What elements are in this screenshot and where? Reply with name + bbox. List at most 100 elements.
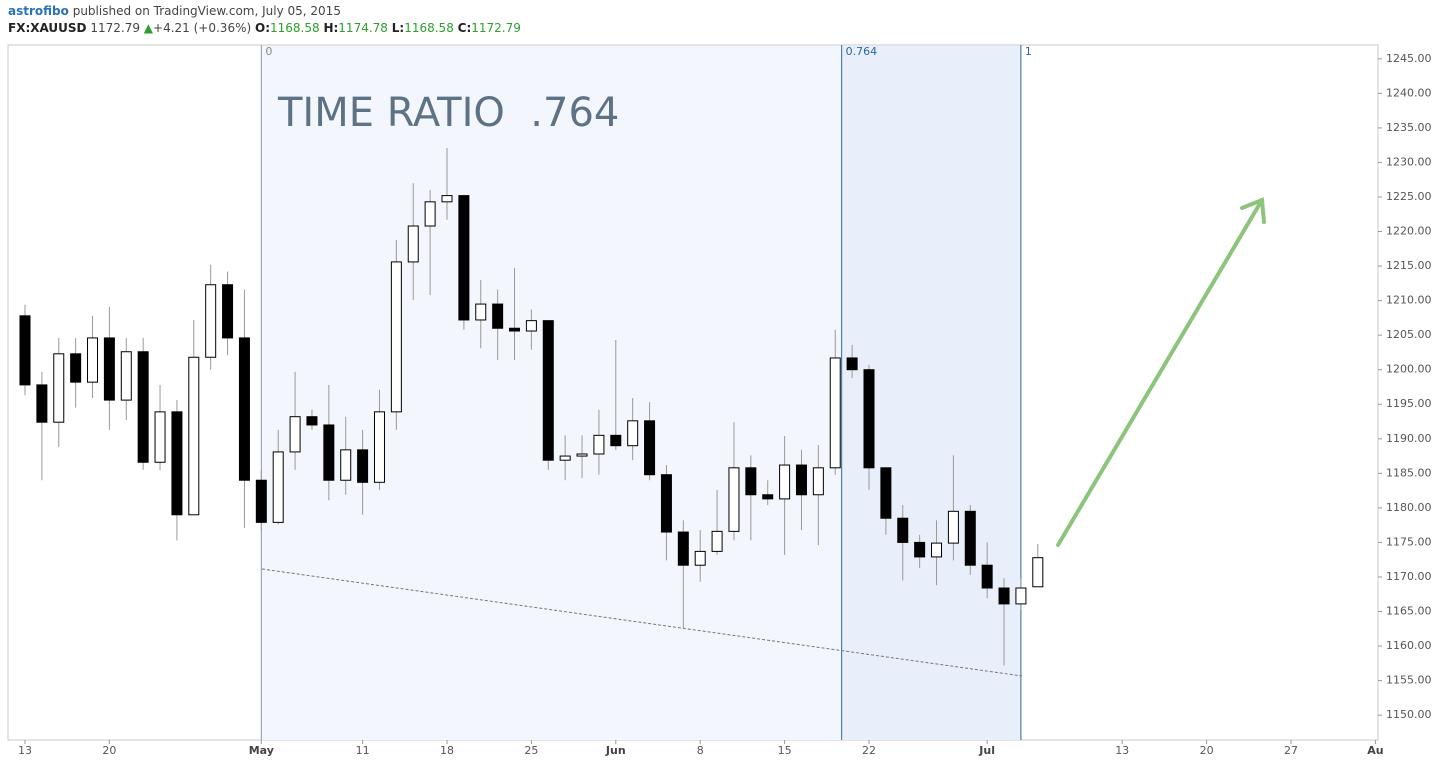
candle-body	[728, 467, 740, 532]
candle-body	[238, 337, 250, 481]
publish-line: astrofibo published on TradingView.com, …	[8, 3, 521, 20]
x-tick-label: 15	[778, 744, 792, 757]
y-tick-label: 1195.00	[1386, 397, 1432, 410]
candle-body	[36, 384, 48, 423]
x-tick-label: 20	[1200, 744, 1214, 757]
y-tick-label: 1180.00	[1386, 501, 1432, 514]
y-tick-label: 1215.00	[1386, 259, 1432, 272]
candle-body	[120, 351, 132, 401]
candle-body	[880, 467, 892, 519]
x-tick-label: 22	[862, 744, 876, 757]
fib-label: 0	[265, 45, 272, 58]
y-tick-label: 1210.00	[1386, 294, 1432, 307]
candle-body	[103, 337, 115, 401]
candle-body	[745, 467, 757, 496]
candle-body	[255, 479, 267, 523]
candle-body	[306, 416, 318, 426]
candle-body	[357, 449, 369, 483]
candle-body	[407, 225, 419, 263]
y-tick-label: 1190.00	[1386, 432, 1432, 445]
y-tick-label: 1160.00	[1386, 639, 1432, 652]
y-tick-label: 1225.00	[1386, 190, 1432, 203]
y-tick-label: 1185.00	[1386, 466, 1432, 479]
candle-body	[289, 416, 301, 453]
x-tick-label: 25	[524, 744, 538, 757]
candle-body	[1032, 557, 1044, 588]
fib-label: 1	[1025, 45, 1032, 58]
x-tick-label: 18	[440, 744, 454, 757]
candle-body	[323, 424, 335, 481]
candle-body	[390, 261, 402, 413]
candle-body	[171, 411, 183, 516]
last-price: 1172.79	[90, 21, 140, 35]
y-tick-label: 1150.00	[1386, 708, 1432, 721]
candle-body	[19, 315, 31, 386]
candle-body	[492, 303, 504, 329]
candle-body	[154, 411, 166, 463]
x-tick-label: 20	[102, 744, 116, 757]
candle-body	[846, 357, 858, 371]
candle-body	[1015, 587, 1027, 605]
ohlc-value: 1174.78	[338, 21, 388, 35]
x-tick-label: Jul	[978, 744, 995, 757]
candle-body	[694, 550, 706, 566]
y-tick-label: 1155.00	[1386, 674, 1432, 687]
candle-body	[87, 337, 99, 383]
author[interactable]: astrofibo	[8, 4, 69, 18]
candle-body	[137, 351, 149, 463]
y-tick-label: 1165.00	[1386, 605, 1432, 618]
ohlc-value: 1168.58	[404, 21, 454, 35]
y-tick-label: 1200.00	[1386, 363, 1432, 376]
candle-body	[644, 420, 656, 476]
y-tick-label: 1175.00	[1386, 535, 1432, 548]
candle-body	[829, 357, 841, 469]
y-tick-label: 1170.00	[1386, 570, 1432, 583]
arrow-shaft	[1056, 198, 1264, 547]
candle-body	[812, 467, 824, 496]
published: published on TradingView.com, July 05, 2…	[72, 4, 341, 18]
candle-body	[441, 195, 453, 203]
candle-body	[795, 464, 807, 496]
y-tick-label: 1220.00	[1386, 225, 1432, 238]
candle-body	[525, 320, 537, 332]
x-tick-label: Au	[1367, 744, 1383, 757]
x-tick-label: 27	[1284, 744, 1298, 757]
candle-body	[660, 474, 672, 533]
x-tick-label: 13	[18, 744, 32, 757]
fib-zones: 0 0.764 1	[260, 45, 1032, 740]
ohlc-value: 1172.79	[471, 21, 521, 35]
candle-body	[711, 530, 723, 552]
candle-body	[981, 564, 993, 589]
candle-body	[931, 542, 943, 558]
candle-body	[70, 353, 82, 383]
candle-body	[762, 494, 774, 500]
candle-body	[779, 464, 791, 500]
ohlc-value: 1168.58	[270, 21, 320, 35]
x-tick-label: Jun	[605, 744, 626, 757]
candle-body	[340, 449, 352, 481]
y-tick-label: 1205.00	[1386, 328, 1432, 341]
y-tick-label: 1240.00	[1386, 86, 1432, 99]
candle-body	[424, 201, 436, 227]
candle-body	[205, 284, 217, 358]
candle-body	[964, 510, 976, 566]
candle-body	[610, 434, 622, 447]
candle-body	[947, 510, 959, 544]
ohlc-label: H:	[323, 21, 339, 35]
candle-body	[677, 531, 689, 566]
x-tick-label: 11	[356, 744, 370, 757]
ohlc-label: C:	[457, 21, 472, 35]
x-tick-label: 8	[697, 744, 704, 757]
arrow-head	[1240, 197, 1266, 224]
candle-body	[914, 541, 926, 558]
up-arrow: ▲	[143, 21, 154, 35]
candle-body	[53, 353, 65, 423]
symbol: FX:XAUUSD	[8, 21, 87, 35]
trend-line	[261, 568, 1023, 677]
x-tick-label: May	[249, 744, 274, 757]
candle-body	[998, 587, 1010, 605]
arrow	[1056, 197, 1266, 547]
candle-body	[627, 420, 639, 447]
